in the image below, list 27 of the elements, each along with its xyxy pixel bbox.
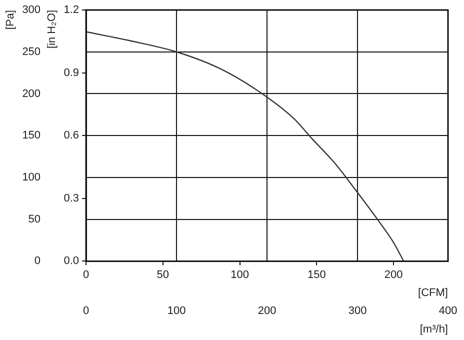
x2-tick-label: 50 [156, 268, 170, 281]
x2-axis-title: [CFM] [418, 287, 448, 300]
x2-tick-label: 100 [230, 268, 249, 281]
x2-tick-label: 0 [82, 268, 90, 281]
y-tick-label: 50 [28, 213, 41, 226]
x-tick-label: 200 [258, 305, 276, 318]
y2-axis-title: [in H₂O] [46, 10, 58, 48]
y-tick-label: 250 [22, 46, 41, 58]
y2-tick-label: 0.0 [64, 255, 80, 268]
y-tick-label: 0 [34, 255, 41, 268]
y-axis-title: [Pa] [4, 10, 17, 30]
y-tick-label: 100 [22, 172, 41, 184]
x-axis-title: [m³/h] [420, 323, 448, 336]
y2-tick-label: 0.6 [64, 130, 80, 142]
y-tick-label: 200 [22, 88, 41, 100]
x-tick-label: 300 [348, 305, 367, 318]
x2-tick-label: 150 [308, 268, 326, 281]
y2-tick-label: 1.2 [64, 4, 80, 16]
y2-tick-label: 0.9 [64, 66, 80, 79]
y-tick-label: 150 [22, 130, 41, 142]
x2-tick-label: 200 [384, 268, 403, 281]
y2-tick-label: 0.3 [64, 192, 80, 204]
x-tick-label: 0 [82, 305, 90, 318]
x-tick-label: 400 [438, 305, 458, 318]
x-tick-label: 100 [167, 305, 186, 318]
line-series [86, 31, 404, 262]
y-tick-label: 300 [22, 4, 41, 16]
